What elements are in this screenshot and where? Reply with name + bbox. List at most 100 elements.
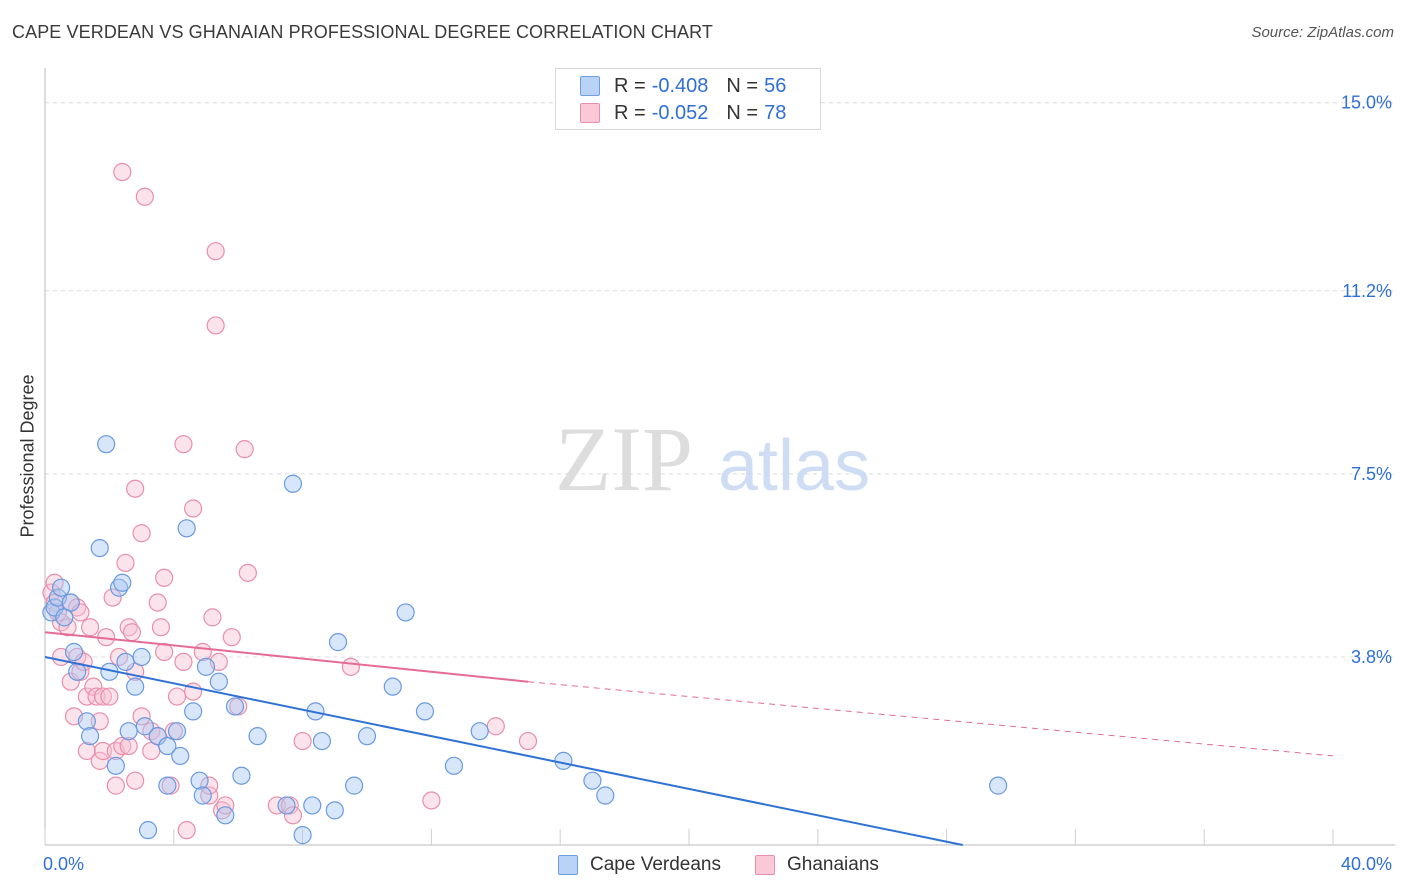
ghanaian-point bbox=[77, 687, 96, 706]
ghanaian-point bbox=[341, 657, 360, 676]
blue-swatch-icon bbox=[580, 76, 600, 96]
ghanaian-point bbox=[206, 316, 225, 335]
ghanaian-point bbox=[167, 687, 187, 706]
y-tick-label: 7.5% bbox=[1351, 464, 1392, 484]
correlation-legend: R = -0.408 N = 56 R = -0.052 N = 78 bbox=[555, 68, 821, 130]
cape-verdean-point bbox=[90, 538, 109, 558]
y-tick-label: 11.2% bbox=[1342, 281, 1392, 301]
ghanaian-point bbox=[200, 776, 219, 795]
r-label: R = bbox=[614, 74, 646, 97]
ghanaian-point bbox=[213, 801, 232, 820]
watermark-zip: ZIP bbox=[555, 408, 693, 510]
trend-lines bbox=[44, 631, 1334, 846]
cape-verdean-point bbox=[97, 435, 116, 454]
cape-verdean-point bbox=[77, 712, 96, 731]
ghanaian-point bbox=[132, 707, 151, 726]
cape-verdean-point bbox=[119, 722, 138, 741]
cape-verdean-point bbox=[80, 727, 100, 746]
y-axis-label: Professional Degree bbox=[17, 374, 38, 538]
cape-verdean-point bbox=[470, 722, 489, 741]
legend-label: Cape Verdeans bbox=[590, 854, 721, 875]
cape-verdean-point bbox=[158, 736, 177, 756]
watermark-atlas: atlas bbox=[718, 426, 870, 506]
x-tick-label: 40.0% bbox=[1341, 854, 1392, 874]
ghanaian-point bbox=[126, 479, 145, 498]
ghanaian-point bbox=[151, 618, 171, 637]
ghanaian-point bbox=[177, 821, 196, 840]
ghanaian-point bbox=[93, 741, 113, 761]
ghanaian-point bbox=[61, 672, 80, 691]
ghanaian-point bbox=[87, 687, 106, 706]
ghanaian-point bbox=[235, 440, 254, 459]
cape-verdean-point bbox=[345, 776, 364, 795]
ghanaian-point bbox=[93, 687, 113, 706]
pink-swatch-icon bbox=[580, 103, 600, 123]
y-tick-labels: 3.8% 7.5% 11.2% 15.0% bbox=[1341, 93, 1392, 667]
cape-verdean-point bbox=[293, 826, 312, 845]
ghanaian-point bbox=[203, 608, 222, 627]
cape-verdean-point bbox=[283, 474, 303, 493]
cape-verdean-point bbox=[196, 657, 216, 676]
blue-swatch-icon bbox=[558, 855, 578, 875]
cape-verdean-point bbox=[61, 593, 80, 612]
ghanaian-point bbox=[216, 796, 235, 815]
cape-verdean-point bbox=[64, 642, 84, 662]
cape-verdean-point bbox=[415, 702, 435, 721]
cape-verdean-point bbox=[303, 796, 322, 815]
ghanaian-point bbox=[80, 618, 100, 637]
n-value: 56 bbox=[764, 74, 787, 97]
cape-verdean-point bbox=[171, 746, 190, 766]
r-value: -0.408 bbox=[651, 74, 709, 97]
ghanaian-point bbox=[100, 687, 119, 706]
axes bbox=[44, 68, 1395, 846]
cape-verdean-point bbox=[396, 603, 415, 622]
x-tick-label: 0.0% bbox=[43, 854, 84, 874]
ghanaian-point bbox=[148, 593, 167, 612]
cape-verdean-trend-line bbox=[44, 655, 963, 846]
cape-verdean-point bbox=[68, 662, 87, 681]
cape-verdean-point bbox=[138, 821, 158, 840]
x-tick-labels: 0.0% 40.0% bbox=[43, 854, 1392, 874]
cape-verdean-point bbox=[126, 677, 145, 696]
cape-verdean-point bbox=[596, 786, 615, 805]
ghanaian-point bbox=[126, 771, 145, 790]
cape-verdean-point bbox=[51, 578, 71, 597]
n-label: N = bbox=[726, 74, 759, 97]
ghanaian-point bbox=[174, 652, 193, 672]
r-label: R = bbox=[614, 101, 646, 124]
ghanaian-point bbox=[135, 187, 154, 206]
cape-verdean-point bbox=[328, 633, 348, 652]
cape-verdean-point bbox=[209, 672, 228, 691]
cape-verdean-point bbox=[216, 806, 235, 825]
cape-verdean-point bbox=[357, 727, 377, 746]
ghanaian-point bbox=[58, 618, 77, 637]
legend-row-cape-verdean: R = -0.408 N = 56 bbox=[580, 73, 786, 99]
ghanaian-point bbox=[84, 677, 103, 696]
watermark: ZIP atlas bbox=[555, 408, 870, 510]
ghanaian-trend-line bbox=[44, 631, 529, 683]
ghanaian-point bbox=[119, 736, 138, 756]
cape-verdean-point bbox=[583, 771, 602, 790]
cape-verdean-point bbox=[177, 519, 196, 538]
cape-verdean-point bbox=[116, 652, 135, 672]
legend-item-cape-verdeans[interactable]: Cape Verdeans bbox=[558, 852, 721, 878]
cape-verdean-point bbox=[113, 573, 132, 592]
cape-verdean-point bbox=[190, 771, 209, 790]
ghanaian-point bbox=[119, 618, 138, 637]
ghanaian-point bbox=[103, 588, 122, 607]
ghanaian-point bbox=[293, 731, 312, 751]
n-label: N = bbox=[726, 101, 759, 124]
y-tick-label: 15.0% bbox=[1341, 93, 1392, 113]
cape-verdean-points bbox=[42, 435, 1008, 845]
legend-item-ghanaians[interactable]: Ghanaians bbox=[755, 852, 879, 878]
ghanaian-point bbox=[200, 786, 219, 805]
ghanaian-point bbox=[238, 563, 257, 582]
pink-swatch-icon bbox=[755, 855, 775, 875]
y-tick-label: 3.8% bbox=[1351, 647, 1392, 667]
cape-verdean-point bbox=[383, 677, 402, 696]
ghanaian-point bbox=[184, 499, 203, 518]
legend-row-ghanaian: R = -0.052 N = 78 bbox=[580, 100, 786, 126]
ghanaian-point bbox=[106, 776, 125, 795]
ghanaian-point bbox=[132, 524, 151, 543]
